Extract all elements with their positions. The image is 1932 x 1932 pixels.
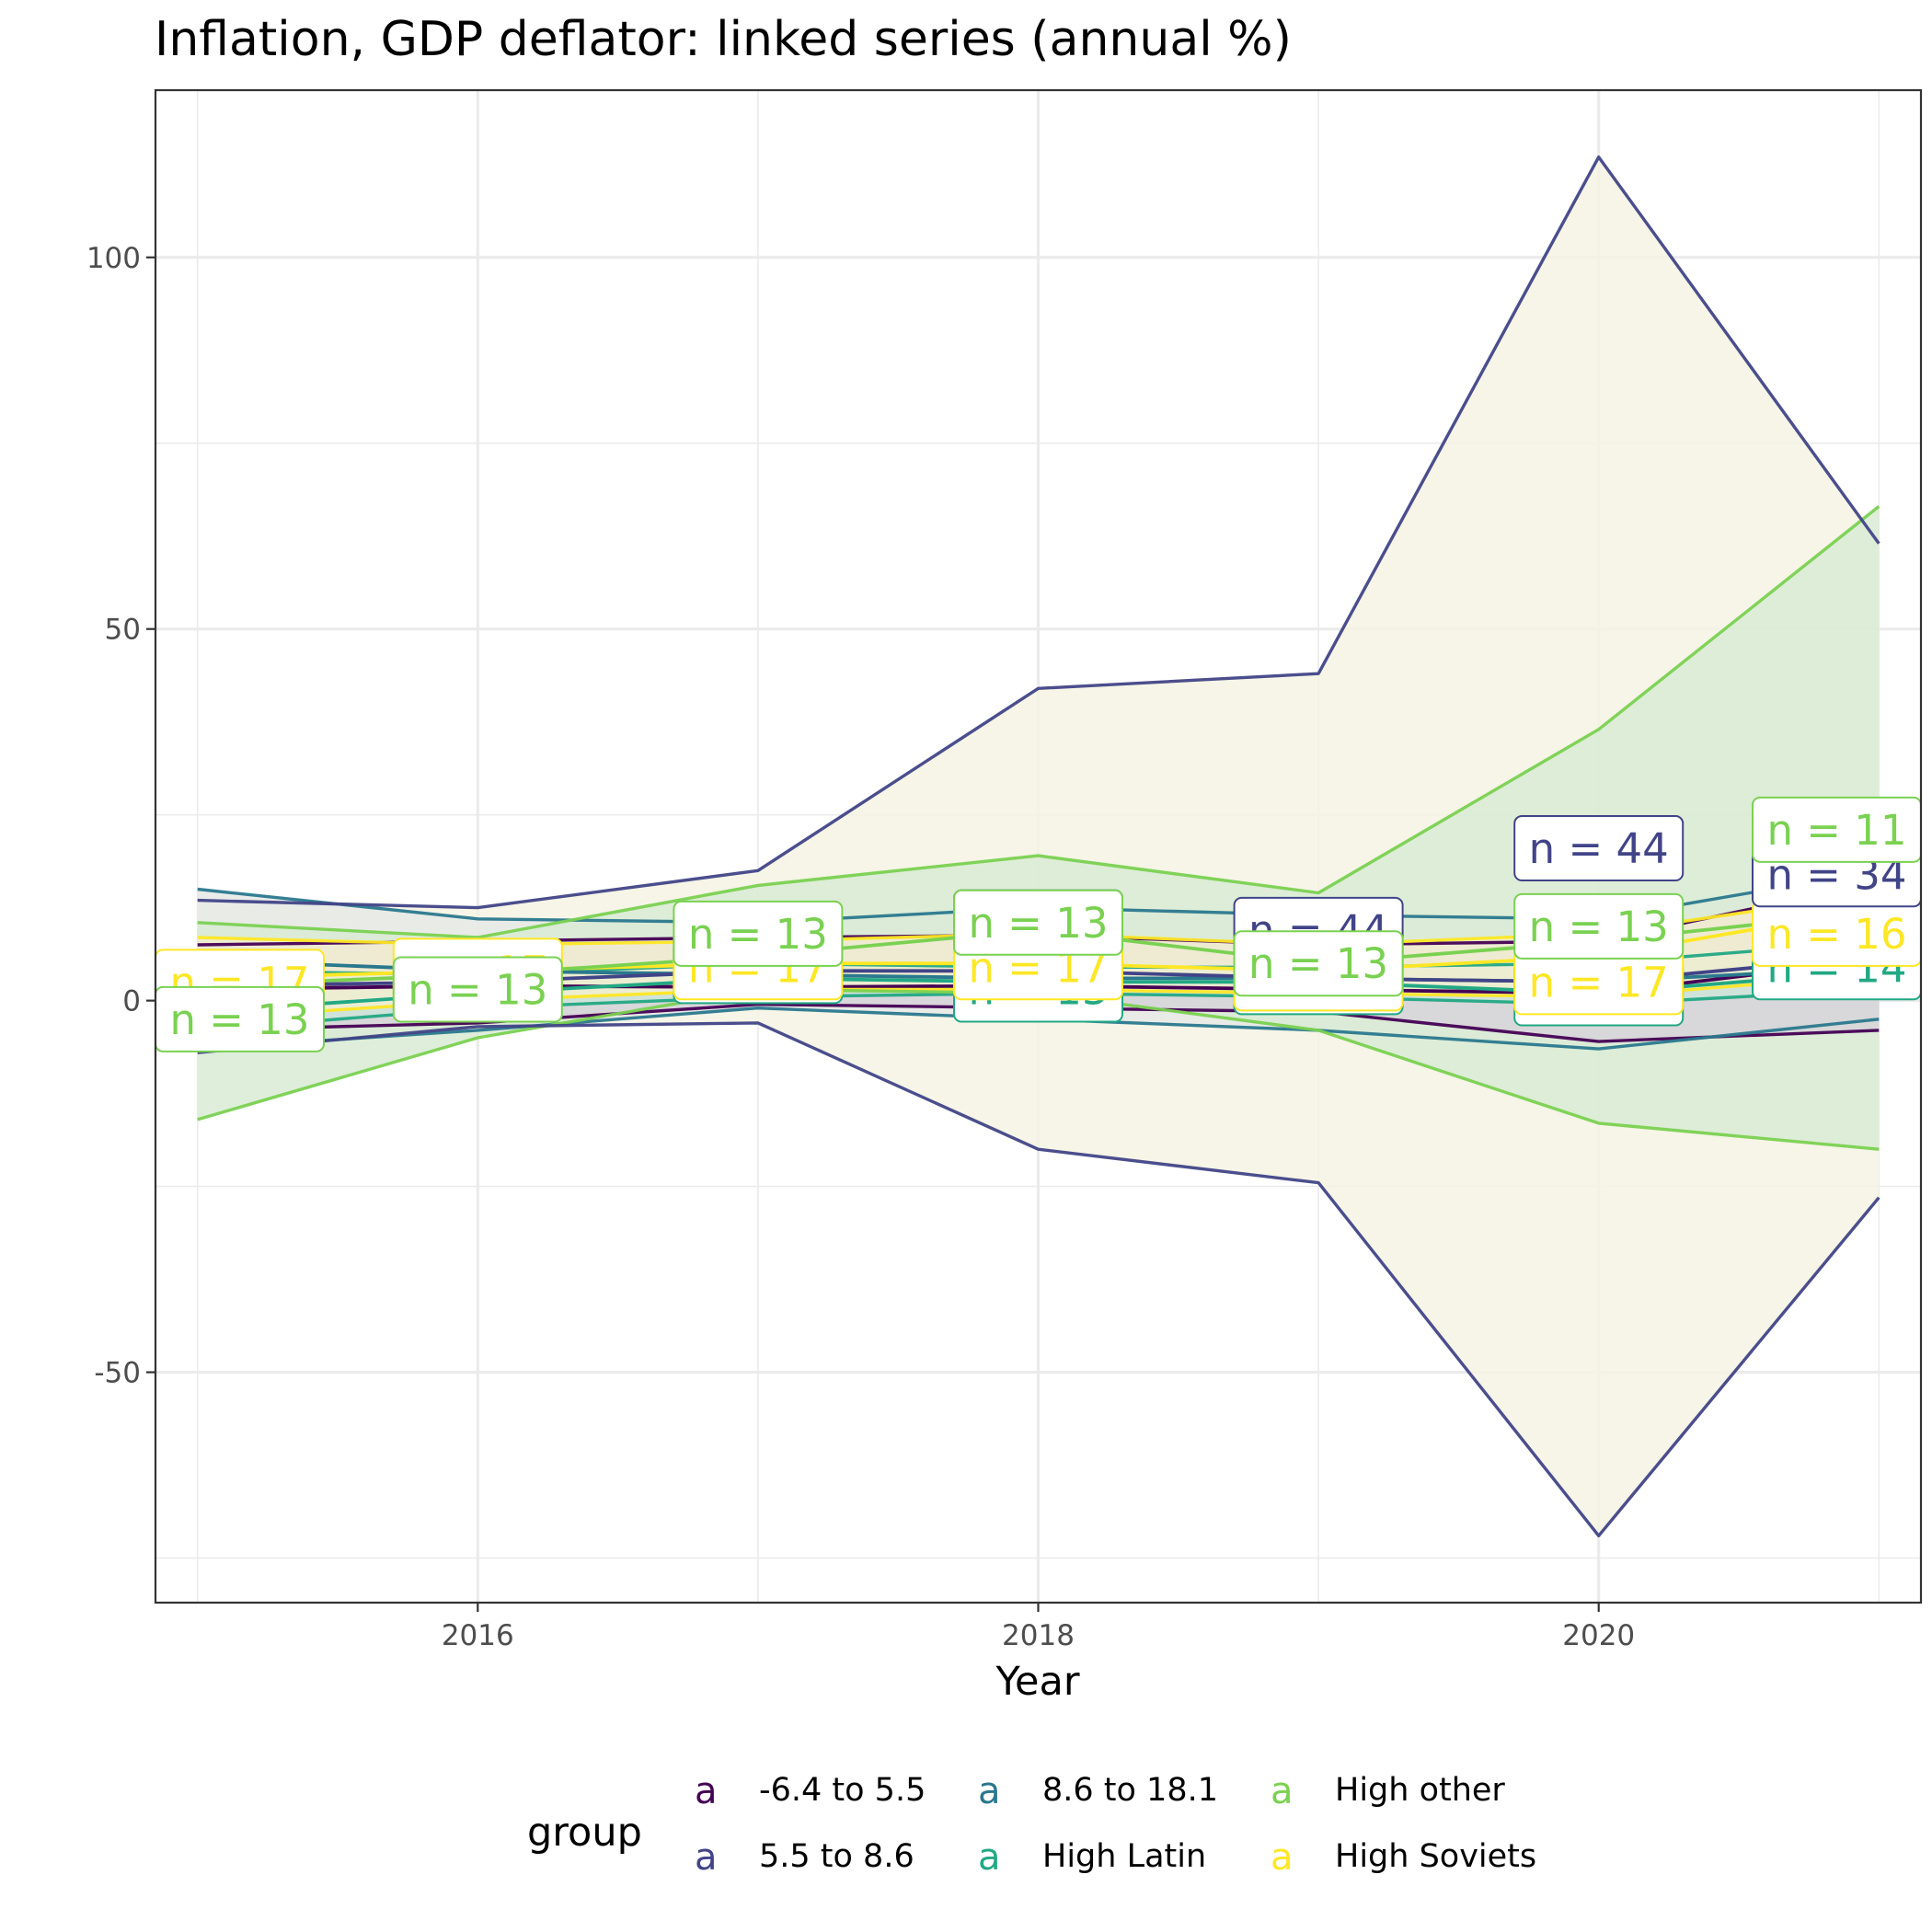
count-label-box [1233, 930, 1404, 997]
legend: group a -6.4 to 5.5 a 5.5 to 8.6 a 8.6 to 18.… [527, 1770, 1536, 1879]
legend-label: High Soviets [1335, 1838, 1536, 1875]
count-label-text: n = 13 [1529, 903, 1669, 951]
legend-label: 8.6 to 18.1 [1042, 1772, 1218, 1809]
count-label-high-other: n = 13 [953, 889, 1123, 956]
legend-item-high-latin: a High Latin [978, 1836, 1206, 1879]
y-tick-label: 50 [105, 614, 141, 647]
legend-item-high-soviets: a High Soviets [1271, 1836, 1536, 1879]
legend-key-glyph: a [695, 1836, 718, 1879]
axes: 2016 2018 2020 -50 0 50 100 [86, 242, 1635, 1652]
count-label-text: n = 11 [1766, 806, 1906, 855]
legend-item-8-6-to-18-1: a 8.6 to 18.1 [978, 1770, 1218, 1812]
count-label-text: n = 13 [688, 910, 828, 959]
count-label-box [1513, 892, 1685, 960]
legend-title: group [527, 1810, 642, 1856]
count-label-text: n = 44 [1529, 824, 1669, 873]
x-axis-title: Year [995, 1659, 1079, 1705]
count-label-text: n = 17 [1529, 958, 1669, 1006]
legend-key-glyph: a [978, 1770, 1001, 1812]
count-label-high-other: n = 13 [1513, 892, 1685, 960]
legend-label: 5.5 to 8.6 [759, 1838, 914, 1875]
count-label-5-5-to-8-6: n = 44 [1513, 815, 1685, 882]
x-tick-label: 2016 [442, 1619, 514, 1652]
x-tick-label: 2020 [1562, 1619, 1635, 1652]
y-tick-label: -50 [94, 1357, 141, 1390]
count-label-high-other: n = 11 [1752, 796, 1922, 863]
count-label-box [392, 956, 563, 1023]
count-label-high-soviets: n = 17 [1513, 949, 1685, 1016]
legend-key-glyph: a [695, 1770, 718, 1812]
legend-key-glyph: a [1271, 1770, 1294, 1812]
upper-bound-line-high-other [197, 505, 1880, 939]
x-tick-label: 2018 [1002, 1619, 1075, 1652]
count-label-text: n = 13 [408, 966, 547, 1015]
legend-item-6-4-to-5-5: a -6.4 to 5.5 [695, 1770, 926, 1812]
count-label-high-other: n = 13 [1233, 930, 1404, 997]
chart-title: Inflation, GDP deflator: linked series (… [155, 12, 1292, 67]
legend-label: High Latin [1042, 1838, 1206, 1875]
legend-key-glyph: a [1271, 1836, 1294, 1879]
lower-bound-line-5-5-to-8-6 [197, 1021, 1880, 1537]
count-label-text: n = 13 [1248, 939, 1388, 988]
ribbon-5-5-to-8-6 [197, 156, 1880, 1536]
count-label-text: n = 13 [968, 899, 1108, 948]
y-tick-label: 100 [86, 242, 141, 275]
count-label-box [953, 889, 1123, 956]
legend-item-high-other: a High other [1271, 1770, 1505, 1812]
count-label-text: n = 16 [1766, 910, 1906, 959]
legend-label: High other [1335, 1772, 1505, 1809]
legend-key-glyph: a [978, 1836, 1001, 1879]
y-tick-label: 0 [122, 985, 141, 1018]
count-labels: n = 17n = 13n = 17n = 13n = 13n = 17n = … [155, 796, 1922, 1052]
legend-item-5-5-to-8-6: a 5.5 to 8.6 [695, 1836, 914, 1879]
count-label-high-soviets: n = 16 [1752, 900, 1922, 967]
count-label-high-other: n = 13 [392, 956, 563, 1023]
count-label-box [1513, 815, 1685, 882]
legend-label: -6.4 to 5.5 [759, 1772, 926, 1809]
count-label-high-other: n = 13 [155, 985, 325, 1052]
upper-bound-line-5-5-to-8-6 [197, 155, 1880, 910]
count-label-high-other: n = 13 [673, 900, 844, 967]
count-label-box [673, 900, 844, 967]
count-label-text: n = 13 [169, 995, 309, 1044]
